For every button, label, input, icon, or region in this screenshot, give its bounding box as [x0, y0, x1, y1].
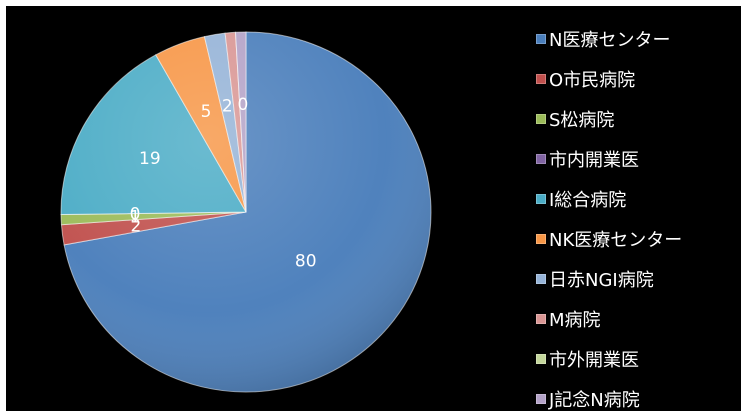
data-label: 80 [295, 251, 317, 271]
legend-item: J記念N病院 [536, 379, 741, 419]
legend-swatch [536, 194, 546, 204]
data-label: 19 [139, 149, 161, 169]
data-label: 1 [130, 208, 141, 228]
legend-item: 市外開業医 [536, 339, 741, 379]
legend-item: S松病院 [536, 99, 741, 139]
legend-swatch [536, 154, 546, 164]
legend-swatch [536, 394, 546, 404]
legend-swatch [536, 354, 546, 364]
legend-item: 日赤NGI病院 [536, 259, 741, 299]
chart-area: 80 2 1 0 19 5 2 0 N医療センター O市民病院 S松病院 市内開業医 I総合病院 NK医… [6, 6, 741, 411]
data-label: 2 [130, 217, 141, 237]
legend-item: NK医療センター [536, 219, 741, 259]
legend-swatch [536, 314, 546, 324]
legend-label: 市外開業医 [549, 350, 639, 371]
legend-swatch [536, 34, 546, 44]
data-label: 0 [130, 205, 141, 225]
legend-swatch [536, 234, 546, 244]
legend-label: J記念N病院 [549, 390, 640, 411]
legend-item: 市内開業医 [536, 139, 741, 179]
data-label: 0 [237, 95, 248, 115]
legend-label: M病院 [549, 310, 601, 331]
legend-label: I総合病院 [549, 190, 627, 211]
legend-swatch [536, 114, 546, 124]
data-label: 5 [201, 102, 212, 122]
legend-label: NK医療センター [549, 230, 683, 251]
legend: N医療センター O市民病院 S松病院市内開業医 I総合病院 NK医療センター 日赤NGI病… [536, 19, 741, 419]
legend-label: 日赤NGI病院 [549, 270, 654, 291]
legend-item: I総合病院 [536, 179, 741, 219]
data-label: 2 [222, 97, 233, 117]
legend-item: O市民病院 [536, 59, 741, 99]
legend-label: S松病院 [549, 110, 615, 131]
legend-swatch [536, 74, 546, 84]
legend-label: O市民病院 [549, 70, 636, 91]
legend-label: N医療センター [549, 30, 671, 51]
legend-label: 市内開業医 [549, 150, 639, 171]
legend-swatch [536, 274, 546, 284]
legend-item: N医療センター [536, 19, 741, 59]
legend-item: M病院 [536, 299, 741, 339]
